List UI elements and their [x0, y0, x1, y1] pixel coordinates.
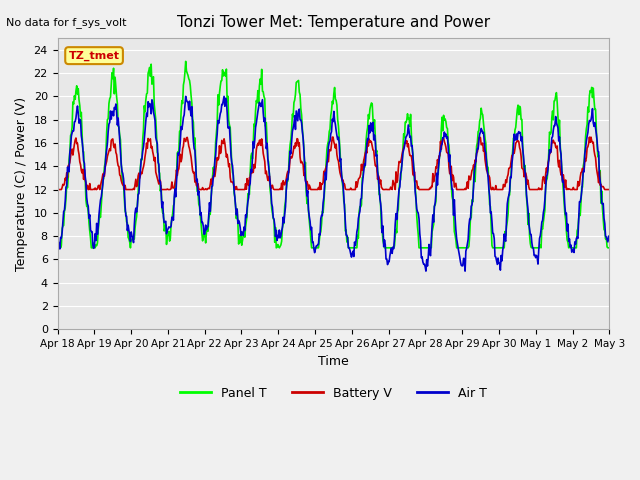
Battery V — [417, 187, 425, 192]
Panel T — [182, 59, 189, 64]
Air T — [177, 138, 184, 144]
Panel T — [177, 129, 184, 134]
Text: TZ_tmet: TZ_tmet — [68, 50, 120, 61]
Panel T — [207, 211, 214, 217]
Panel T — [605, 245, 613, 251]
Panel T — [120, 195, 128, 201]
Battery V — [401, 139, 409, 145]
Battery V — [54, 187, 61, 192]
Battery V — [205, 186, 213, 192]
Panel T — [63, 185, 71, 191]
Air T — [422, 268, 430, 274]
Air T — [605, 237, 613, 243]
Air T — [182, 94, 189, 99]
Battery V — [120, 187, 128, 192]
Air T — [207, 208, 214, 214]
Air T — [401, 138, 409, 144]
Line: Panel T: Panel T — [58, 61, 609, 248]
X-axis label: Time: Time — [318, 355, 349, 368]
Battery V — [328, 134, 336, 140]
Line: Air T: Air T — [58, 96, 609, 271]
Battery V — [63, 175, 71, 180]
Battery V — [177, 151, 184, 157]
Line: Battery V: Battery V — [58, 137, 609, 190]
Air T — [417, 255, 425, 261]
Y-axis label: Temperature (C) / Power (V): Temperature (C) / Power (V) — [15, 96, 28, 271]
Panel T — [401, 120, 409, 125]
Battery V — [605, 187, 613, 192]
Title: Tonzi Tower Met: Temperature and Power: Tonzi Tower Met: Temperature and Power — [177, 15, 490, 30]
Legend: Panel T, Battery V, Air T: Panel T, Battery V, Air T — [175, 382, 492, 405]
Air T — [120, 186, 128, 192]
Air T — [63, 164, 71, 170]
Panel T — [54, 245, 61, 251]
Panel T — [417, 245, 425, 251]
Text: No data for f_sys_volt: No data for f_sys_volt — [6, 17, 127, 28]
Air T — [54, 242, 61, 248]
